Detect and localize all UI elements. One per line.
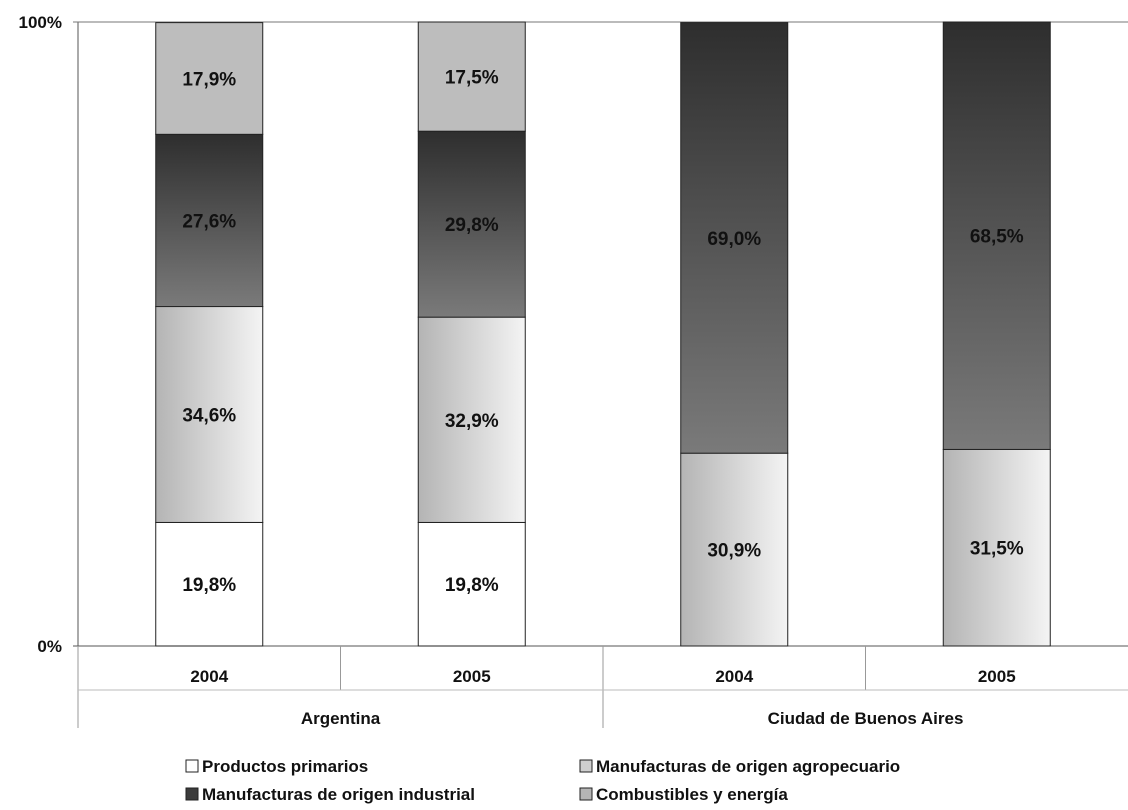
x-tick-label: 2004 bbox=[190, 667, 228, 686]
legend-label: Productos primarios bbox=[202, 757, 368, 776]
bars bbox=[155, 21, 1051, 647]
y-tick-label: 0% bbox=[37, 637, 62, 656]
bar-segment bbox=[155, 133, 264, 308]
data-label: 27,6% bbox=[182, 211, 236, 232]
bar-segment bbox=[155, 306, 264, 523]
legend-swatch bbox=[579, 759, 593, 773]
data-label: 69,0% bbox=[707, 229, 761, 250]
x-tick-label: 2005 bbox=[453, 667, 491, 686]
data-label: 29,8% bbox=[445, 215, 499, 236]
data-label: 31,5% bbox=[970, 539, 1024, 560]
bar-segment bbox=[680, 22, 789, 454]
bar-labels: 19,8% 34,6% 27,6% 17,9% 19,8% 32,9% 29,8% 17,5%… bbox=[182, 68, 1023, 597]
legend-swatch bbox=[185, 787, 199, 801]
y-tick-label: 100% bbox=[19, 13, 62, 32]
legend-swatch bbox=[185, 759, 199, 773]
data-label: 19,8% bbox=[445, 575, 499, 596]
data-label: 19,8% bbox=[182, 575, 236, 596]
bar-segment bbox=[417, 316, 526, 523]
bar-segment bbox=[417, 21, 526, 132]
group-label: Ciudad de Buenos Aires bbox=[768, 709, 964, 728]
data-label: 17,5% bbox=[445, 68, 499, 89]
data-label: 17,9% bbox=[182, 69, 236, 90]
bar-segment bbox=[942, 448, 1051, 647]
legend-swatch bbox=[579, 787, 593, 801]
x-tick-label: 2004 bbox=[715, 667, 753, 686]
bar-segment bbox=[155, 22, 264, 135]
data-label: 68,5% bbox=[970, 227, 1024, 248]
legend-label: Manufacturas de origen industrial bbox=[202, 785, 475, 804]
bar-segment bbox=[417, 521, 526, 647]
group-label: Argentina bbox=[301, 709, 381, 728]
bar-segment bbox=[417, 130, 526, 318]
bar-segment bbox=[942, 21, 1051, 450]
data-label: 32,9% bbox=[445, 411, 499, 432]
legend: Productos primarios Manufacturas de orige… bbox=[185, 757, 900, 804]
x-tick-label: 2005 bbox=[978, 667, 1016, 686]
legend-label: Combustibles y energía bbox=[596, 785, 788, 804]
legend-label: Manufacturas de origen agropecuario bbox=[596, 757, 900, 776]
x-axis: 2004 2005 2004 2005 Argentina Ciudad de Bueno… bbox=[77, 646, 1128, 728]
data-label: 30,9% bbox=[707, 541, 761, 562]
data-label: 34,6% bbox=[182, 405, 236, 426]
